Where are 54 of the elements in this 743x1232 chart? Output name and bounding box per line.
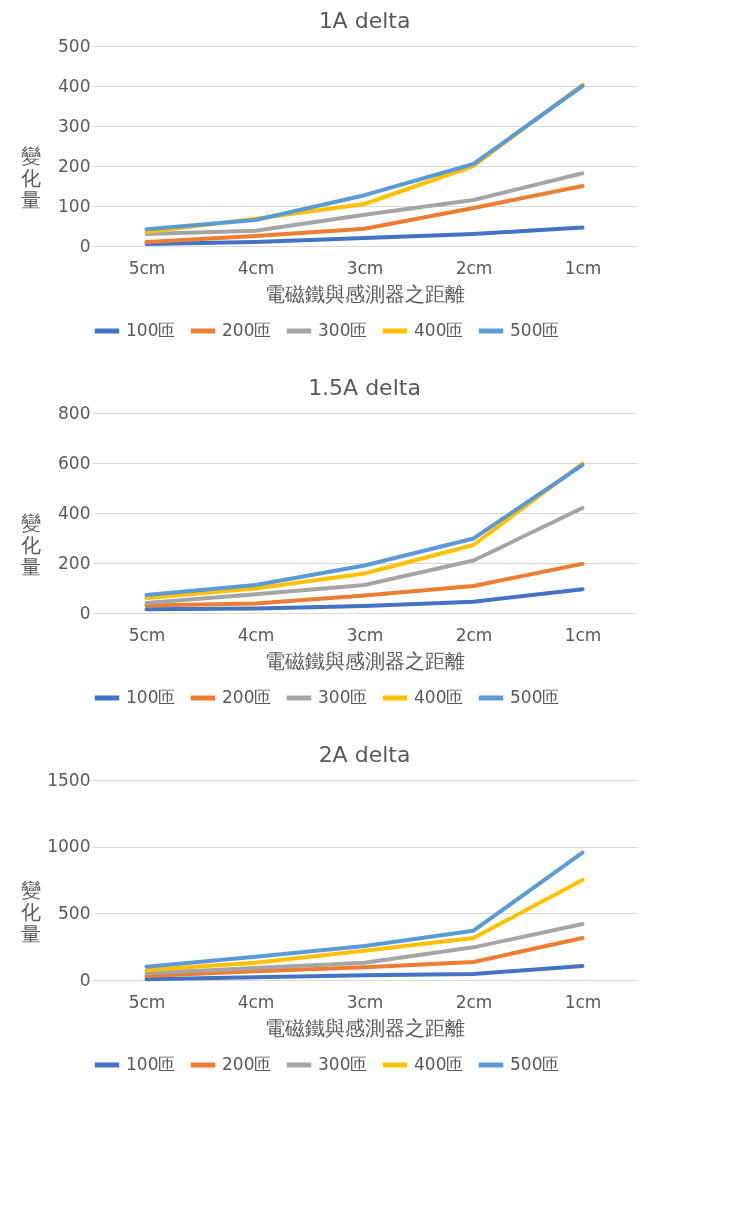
x-tick-label: 1cm <box>564 991 602 1012</box>
legend-label: 300匝 <box>318 320 368 340</box>
legend-label: 300匝 <box>318 1054 368 1074</box>
y-tick-label: 500 <box>58 35 91 56</box>
chart-title: 1.5A delta <box>308 375 421 400</box>
legend-label: 300匝 <box>318 687 368 707</box>
x-tick-label: 2cm <box>455 257 493 278</box>
y-axis-title: 變化量 <box>20 877 41 946</box>
legend-label: 100匝 <box>126 1054 176 1074</box>
x-tick-label: 3cm <box>346 624 384 645</box>
x-axis-title: 電磁鐵與感測器之距離 <box>265 1015 465 1040</box>
x-tick-label: 4cm <box>237 624 275 645</box>
y-axis-title: 變化量 <box>20 510 41 579</box>
x-tick-label: 1cm <box>564 624 602 645</box>
chart-title: 2A delta <box>318 742 411 767</box>
y-tick-label: 400 <box>58 75 91 96</box>
x-tick-label: 4cm <box>237 991 275 1012</box>
legend-label: 500匝 <box>510 687 560 707</box>
y-tick-label: 500 <box>58 902 91 923</box>
y-tick-label: 0 <box>79 969 91 990</box>
x-tick-label: 5cm <box>128 257 166 278</box>
y-tick-label: 1000 <box>47 836 91 857</box>
legend-label: 400匝 <box>414 320 464 340</box>
x-tick-label: 3cm <box>346 991 384 1012</box>
x-tick-label: 1cm <box>564 257 602 278</box>
legend-label: 200匝 <box>222 1054 272 1074</box>
legend-label: 500匝 <box>510 320 560 340</box>
x-tick-label: 4cm <box>237 257 275 278</box>
legend-label: 400匝 <box>414 687 464 707</box>
y-tick-label: 200 <box>58 552 91 573</box>
x-tick-label: 2cm <box>455 991 493 1012</box>
y-tick-label: 300 <box>58 115 91 136</box>
legend-label: 500匝 <box>510 1054 560 1074</box>
legend-label: 400匝 <box>414 1054 464 1074</box>
x-axis-title: 電磁鐵與感測器之距離 <box>265 281 465 306</box>
x-tick-label: 3cm <box>346 257 384 278</box>
legend-label: 200匝 <box>222 320 272 340</box>
chart-title: 1A delta <box>318 8 411 33</box>
y-tick-label: 600 <box>58 452 91 473</box>
legend-label: 200匝 <box>222 687 272 707</box>
y-tick-label: 800 <box>58 402 91 423</box>
y-tick-label: 400 <box>58 502 91 523</box>
y-axis-title: 變化量 <box>20 143 41 212</box>
x-tick-label: 2cm <box>455 624 493 645</box>
x-axis-title: 電磁鐵與感測器之距離 <box>265 648 465 673</box>
x-tick-label: 5cm <box>128 624 166 645</box>
y-tick-label: 0 <box>79 235 91 256</box>
y-tick-label: 200 <box>58 155 91 176</box>
y-tick-label: 0 <box>79 602 91 623</box>
x-tick-label: 5cm <box>128 991 166 1012</box>
legend-label: 100匝 <box>126 320 176 340</box>
y-tick-label: 1500 <box>47 769 91 790</box>
legend-label: 100匝 <box>126 687 176 707</box>
y-tick-label: 100 <box>58 195 91 216</box>
